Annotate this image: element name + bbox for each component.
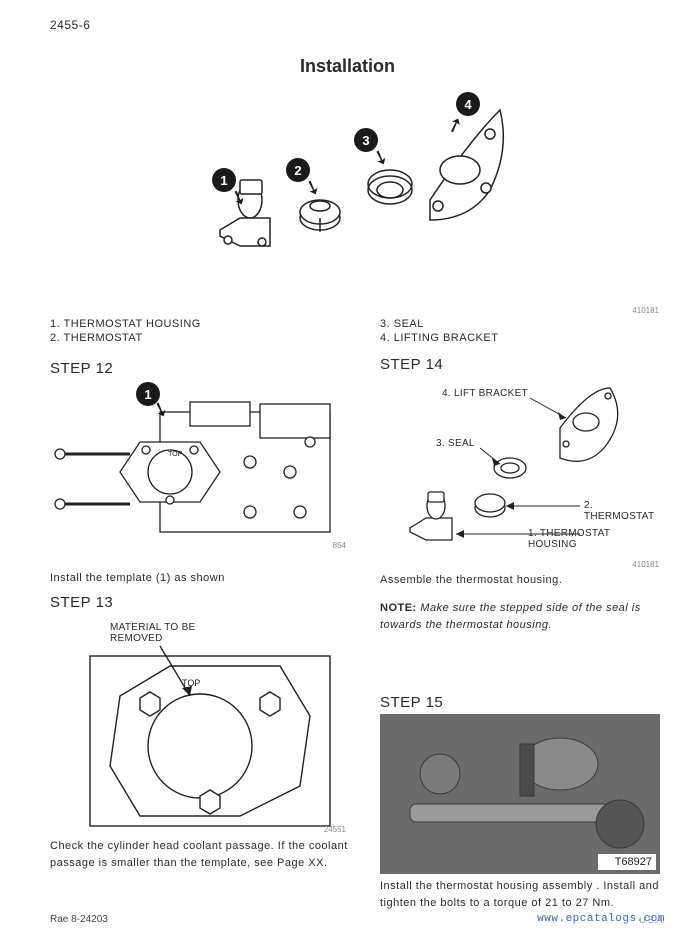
- step-14-caption: Assemble the thermostat housing.: [380, 572, 660, 589]
- legend-left: 1. THERMOSTAT HOUSING 2. THERMOSTAT: [50, 318, 201, 344]
- svg-text:TOP: TOP: [182, 678, 200, 688]
- step-13-caption: Check the cylinder head coolant passage.…: [50, 838, 350, 871]
- label-lift-bracket: 4. LIFT BRACKET: [442, 388, 528, 399]
- step-14-note: NOTE: Make sure the stepped side of the …: [380, 600, 670, 633]
- legend-item: 3. SEAL: [380, 318, 498, 330]
- ref-number: 410181: [632, 306, 659, 315]
- ref-number: 854: [333, 541, 346, 550]
- step-12-header: STEP 12: [50, 360, 113, 377]
- svg-text:TOP: TOP: [168, 451, 183, 458]
- footer-url: www.epcatalogs.com: [537, 913, 665, 925]
- label-seal: 3. SEAL: [436, 438, 475, 449]
- ref-number: 24551: [324, 825, 346, 834]
- legend-right: 3. SEAL 4. LIFTING BRACKET: [380, 318, 498, 344]
- page-number: 2455-6: [50, 18, 90, 32]
- callout-1: 1 ➘: [212, 168, 247, 206]
- figure-step-12: TOP 1 ➘ 854: [50, 382, 350, 552]
- step-14-header: STEP 14: [380, 356, 443, 373]
- figure-installation-exploded: 1 ➘ 2 ➘ 3 ➘ 4 ➘: [180, 80, 520, 290]
- photo-ref: T68927: [615, 856, 652, 868]
- label-thermostat: 2. THERMOSTAT: [584, 500, 660, 522]
- legend-item: 2. THERMOSTAT: [50, 332, 201, 344]
- page-title: Installation: [0, 56, 695, 77]
- label-material-removed: MATERIAL TO BE REMOVED: [110, 622, 196, 644]
- step-13-header: STEP 13: [50, 594, 113, 611]
- callout-2: 2 ➘: [286, 158, 321, 196]
- footer-doc-id: Rae 8-24203: [50, 914, 108, 925]
- arrow-icon: ➘: [150, 400, 171, 421]
- note-text: Make sure the stepped side of the seal i…: [380, 602, 641, 631]
- step-12-caption: Install the template (1) as shown: [50, 570, 350, 587]
- label-thermostat-housing: 1. THERMOSTAT HOUSING: [528, 528, 660, 550]
- figure-step-13: TOP MATERIAL TO BE REMOVED 24551: [50, 616, 350, 836]
- callout-4: 4 ➘: [456, 92, 480, 130]
- arrow-icon: ➘: [228, 188, 249, 209]
- step-15-header: STEP 15: [380, 694, 443, 711]
- legend-item: 4. LIFTING BRACKET: [380, 332, 498, 344]
- figure-step-14: 4. LIFT BRACKET 3. SEAL 2. THERMOSTAT 1.…: [380, 378, 660, 558]
- callout-3: 3 ➘: [354, 128, 389, 166]
- figure-step-15-photo: T68927: [380, 714, 660, 874]
- note-label: NOTE:: [380, 602, 417, 614]
- legend-item: 1. THERMOSTAT HOUSING: [50, 318, 201, 330]
- step-15-caption: Install the thermostat housing assembly …: [380, 878, 670, 911]
- ref-number: 410181: [632, 560, 659, 569]
- callout-1-step12: 1 ➘: [136, 382, 169, 418]
- arrow-icon: ➘: [302, 178, 323, 199]
- arrow-icon: ➘: [370, 148, 391, 169]
